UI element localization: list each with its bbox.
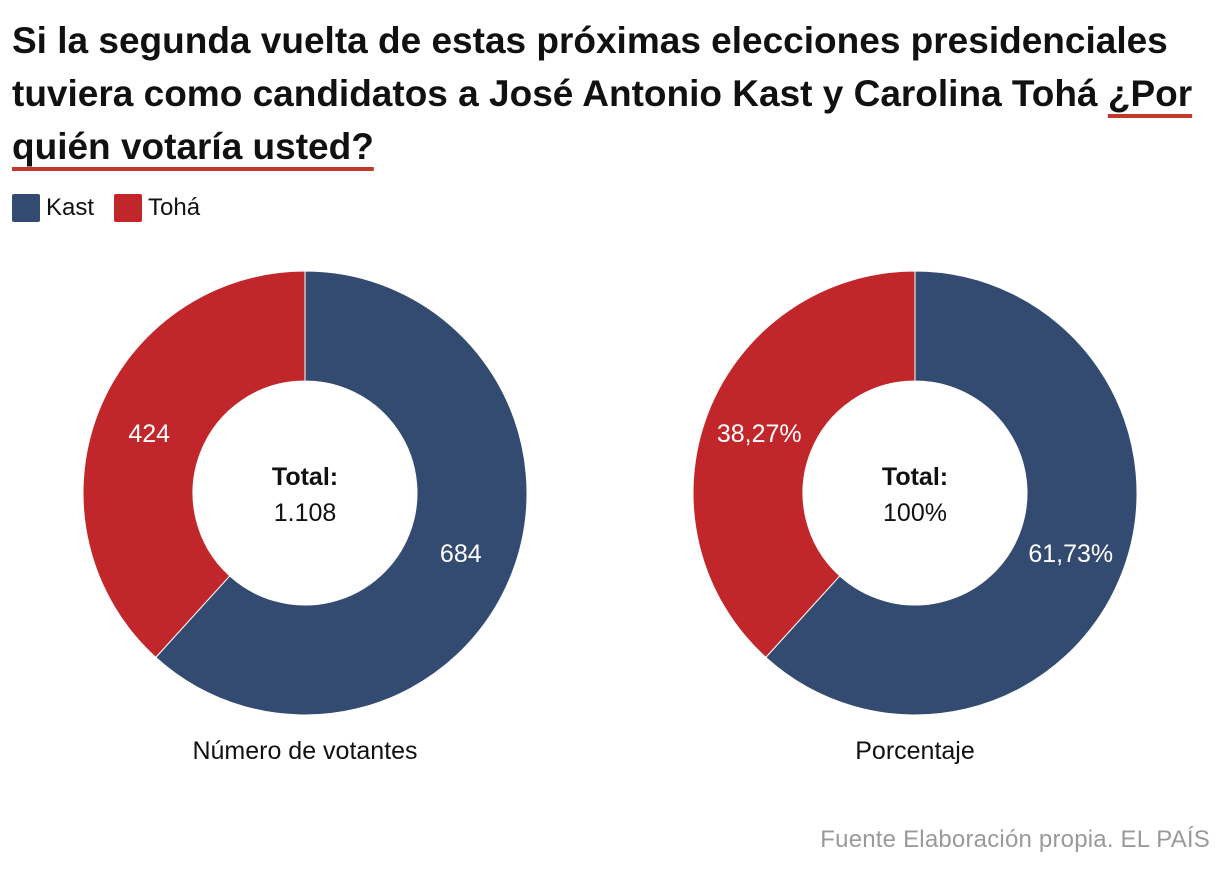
donut-1-label-toh: 424 bbox=[128, 420, 170, 448]
legend-label-toha: Tohá bbox=[148, 194, 201, 221]
legend-item-kast: Kast bbox=[12, 194, 94, 222]
donut-1-center-label: Total: bbox=[272, 463, 338, 491]
chart-title-highlight: ¿Por quién votaría usted? bbox=[12, 73, 1193, 167]
donut-2-center-label: Total: bbox=[882, 463, 948, 491]
donut-2-slice-kast bbox=[765, 270, 1138, 716]
legend-item-toha: Tohá bbox=[114, 194, 200, 222]
donut-2-caption: Porcentaje bbox=[855, 737, 975, 765]
donut-1-caption: Número de votantes bbox=[192, 737, 417, 765]
donut-1-slice-toh bbox=[82, 270, 306, 659]
donut-1-label-kast: 684 bbox=[440, 540, 482, 568]
donut-2-slice-toh bbox=[692, 270, 916, 659]
legend-swatch-toha bbox=[114, 194, 143, 222]
legend-swatch-kast bbox=[12, 194, 40, 222]
source-note: Fuente Elaboración propia. EL PAÍS bbox=[820, 826, 1210, 853]
legend: Kast Tohá bbox=[12, 194, 220, 222]
donut-2-center-value: 100% bbox=[883, 499, 947, 527]
donut-1-center-value: 1.108 bbox=[274, 499, 337, 527]
donut-1-slice-kast bbox=[155, 270, 528, 716]
donut-2-label-toh: 38,27% bbox=[717, 420, 802, 448]
donut-2-label-kast: 61,73% bbox=[1028, 540, 1113, 568]
chart-title: Si la segunda vuelta de estas próximas e… bbox=[12, 14, 1212, 173]
chart-title-main: Si la segunda vuelta de estas próximas e… bbox=[12, 20, 1168, 114]
legend-label-kast: Kast bbox=[46, 194, 95, 221]
